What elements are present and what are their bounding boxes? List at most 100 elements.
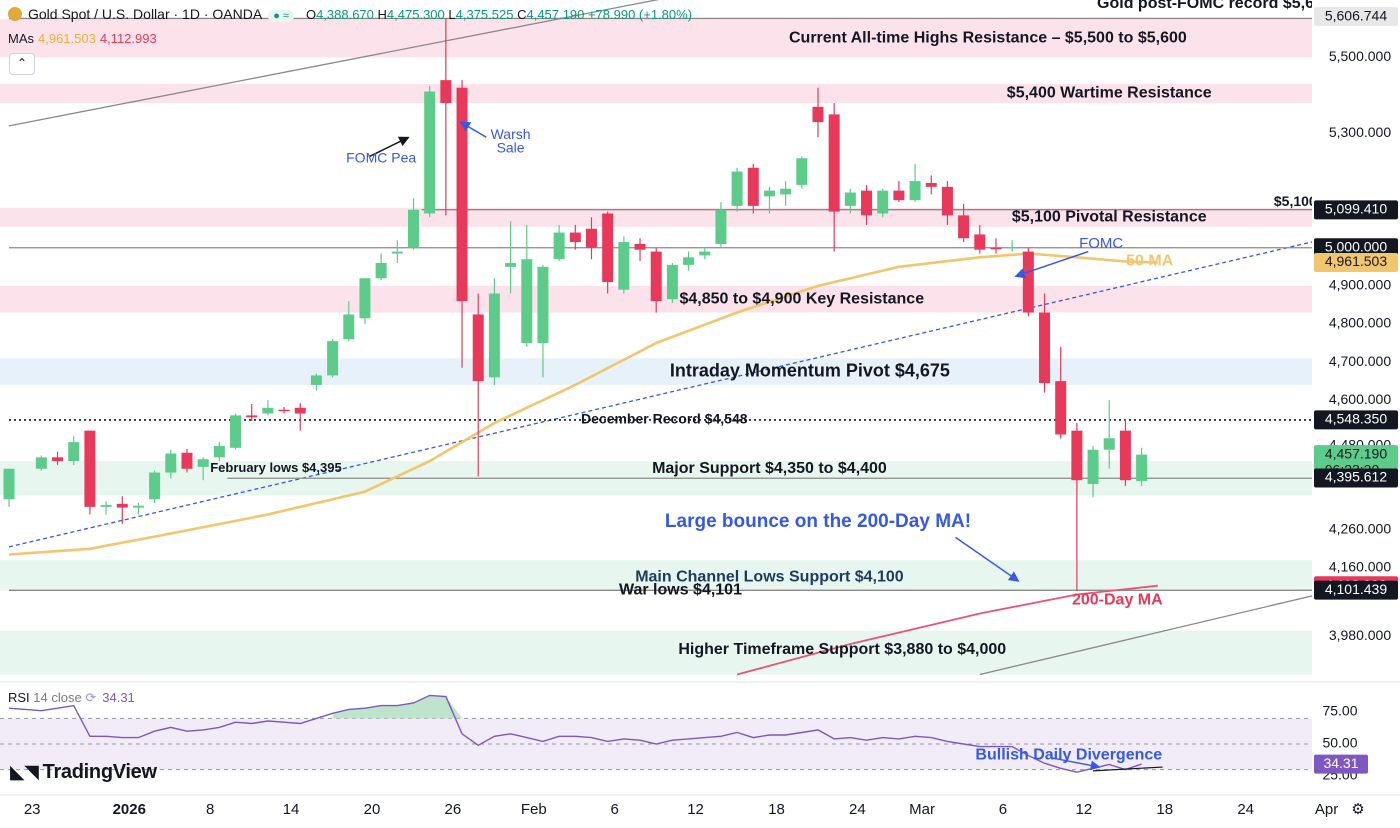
price-tag (1314, 238, 1398, 258)
price-tag-label: 4,457.190 (1325, 445, 1387, 461)
candle-body (165, 453, 177, 473)
ath-resistance-zone (0, 19, 1312, 58)
ma200-label: 200-Day MA (1072, 591, 1163, 608)
ma50-label: 50 MA (1126, 252, 1174, 269)
warsh-sale-arrow (459, 121, 487, 138)
sale-label: Sale (497, 139, 525, 155)
candle-body (861, 190, 873, 216)
price-tag (1314, 580, 1398, 600)
candle-body (246, 415, 258, 418)
candle-body (1087, 449, 1099, 484)
candle-body (796, 158, 808, 185)
candle-body (488, 293, 500, 378)
momentum-pivot-label: Intraday Momentum Pivot $4,675 (670, 360, 950, 380)
candle-body (1103, 438, 1115, 450)
price-tick-label: 4,700.000 (1329, 353, 1391, 369)
price-tick-label: 4,260.000 (1329, 520, 1391, 536)
fomc-right-arrow (1014, 250, 1089, 279)
candle-body (375, 263, 387, 279)
time-tick-label: Mar (909, 801, 935, 818)
candle-body (472, 314, 484, 382)
level-5100-label: $5,100 (1274, 193, 1317, 209)
close-value: 4,457.190 (526, 7, 585, 22)
price-tag-label: 5,606.744 (1325, 7, 1387, 23)
time-tick-label: 12 (687, 801, 704, 818)
lower-channel-line (979, 595, 1312, 676)
price-tag-label: 4,101.439 (1325, 581, 1387, 597)
time-tick-label: 24 (849, 801, 866, 818)
candle-body (359, 278, 371, 319)
channel-lows-support-zone (0, 560, 1312, 591)
settings-gear-icon[interactable]: ⚙ (1351, 801, 1364, 818)
price-tag (1314, 468, 1398, 488)
price-tick-label: 4,160.000 (1329, 559, 1391, 575)
tradingview-logo[interactable]: ◣◥ TradingView (10, 761, 157, 784)
candle-body (35, 457, 47, 469)
candle-body (974, 234, 986, 250)
candle-body (909, 181, 921, 201)
time-tick-label: 14 (283, 801, 300, 818)
candle-body (618, 242, 630, 290)
candle-body (780, 188, 792, 195)
divergence-line (1093, 766, 1163, 772)
momentum-pivot-zone (0, 358, 1312, 385)
gold-post-fomc-record-label: Gold post-FOMC record $5,602 (1097, 0, 1332, 12)
rsi-label: RSI (8, 690, 30, 705)
rsi-value: 34.31 (102, 690, 135, 705)
rsi-price-tag (1314, 754, 1368, 774)
low-value: 4,375.525 (455, 7, 514, 22)
time-tick-label: 8 (206, 801, 214, 818)
rsi-legend[interactable]: RSI 14 close ⟳ 34.31 (8, 690, 135, 706)
candle-body (990, 247, 1002, 250)
open-value: 4,388.670 (316, 7, 374, 22)
candle-body (213, 445, 225, 458)
ath-resistance-label: Current All-time Highs Resistance – $5,5… (789, 29, 1187, 46)
fomc-peak-label: FOMC Pea (346, 150, 416, 166)
candle-body (925, 183, 937, 187)
price-tick-label: 4,600.000 (1329, 391, 1391, 407)
time-tick-label: 24 (1237, 801, 1254, 818)
february-lows-label: February lows $4,395 (210, 460, 342, 475)
bullish-divergence-label: Bullish Daily Divergence (975, 747, 1162, 764)
rsi-tick-label: 75.00 (1322, 703, 1357, 719)
market-status-icon[interactable]: ● ≈ (268, 10, 294, 22)
candle-body (181, 452, 193, 469)
candle-body (408, 209, 419, 248)
candle-body (132, 505, 144, 508)
time-tick-label: 6 (610, 801, 618, 818)
time-tick-label: 6 (999, 801, 1007, 818)
candle-body (505, 263, 517, 267)
symbol-title[interactable]: Gold Spot / U.S. Dollar · 1D · OANDA (28, 6, 263, 22)
collapse-legend-button[interactable]: ⌃ (9, 53, 35, 75)
candle-body (440, 80, 452, 103)
candle-body (327, 341, 339, 376)
candle-body (1136, 454, 1148, 481)
gold-symbol-icon (8, 7, 22, 21)
candle-body (941, 186, 953, 216)
candle-body (683, 257, 695, 265)
time-tick-label: 18 (1156, 801, 1173, 818)
candle-body (3, 468, 15, 500)
refresh-icon: ⟳ (85, 690, 97, 705)
price-tag (1314, 200, 1398, 220)
price-tag (1314, 252, 1398, 272)
rsi-line (8, 694, 1142, 773)
wartime-resistance-label: $5,400 Wartime Resistance (1007, 85, 1212, 102)
ma-legend[interactable]: MAs 4,961.503 4,112.993 (8, 31, 157, 46)
chevron-up-icon: ⌃ (16, 56, 28, 70)
price-tick-label: 4,800.000 (1329, 315, 1391, 331)
time-tick-label: Apr (1315, 801, 1338, 818)
ma50-legend-value: 4,961.503 (38, 31, 96, 46)
price-tick-label: 4,900.000 (1329, 277, 1391, 293)
price-tag-label: 4,961.503 (1325, 253, 1387, 269)
candle-body (343, 314, 355, 340)
candle-body (68, 442, 80, 462)
wartime-resistance-zone (0, 83, 1312, 103)
tradingview-mark-icon: ◣◥ (10, 762, 39, 783)
candle-body (666, 264, 678, 300)
war-lows-label: War lows $4,101 (619, 582, 742, 599)
price-tick-label: 5,500.000 (1329, 48, 1391, 64)
candle-body (877, 190, 889, 214)
